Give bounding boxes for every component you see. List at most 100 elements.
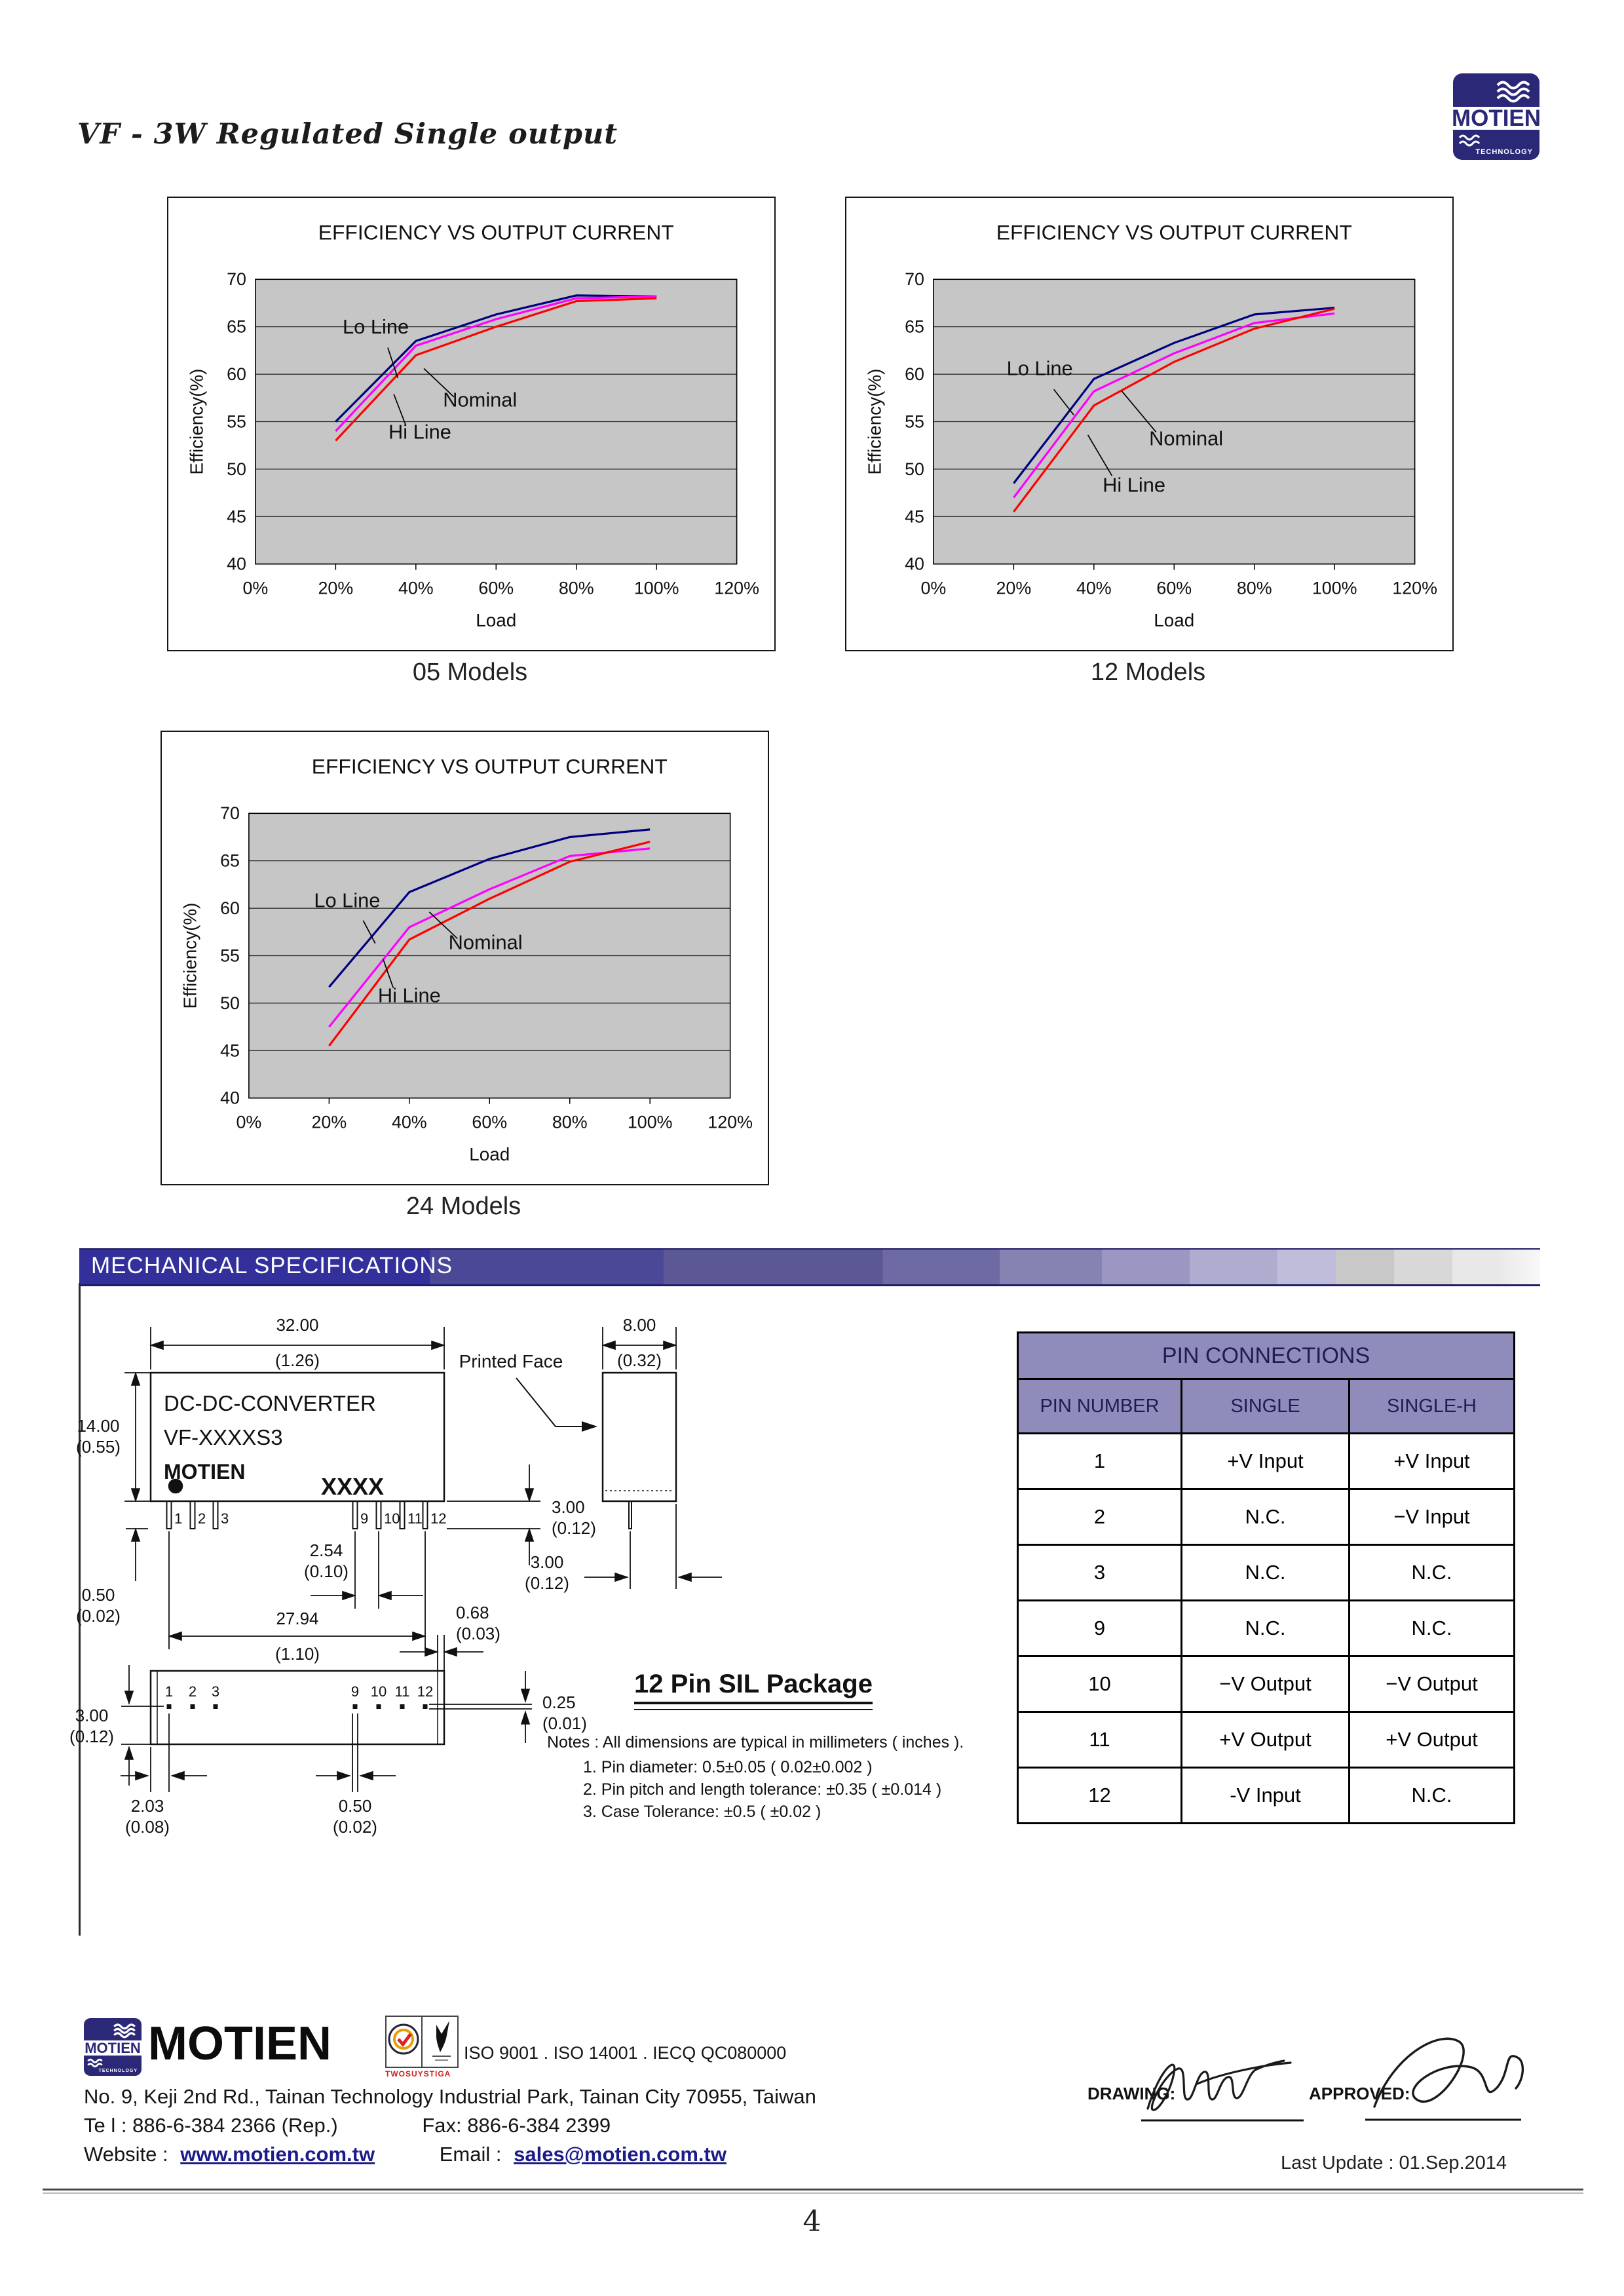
last-update: Last Update : 01.Sep.2014 [1281,2152,1507,2173]
svg-text:65: 65 [905,317,924,337]
svg-text:Lo Line: Lo Line [343,315,409,338]
svg-text:45: 45 [227,507,246,526]
waves-icon [87,2058,103,2068]
cell-single: −V Output [1180,1655,1350,1713]
cell-single-h: −V Output [1348,1655,1515,1713]
email-link[interactable]: sales@motien.com.tw [514,2143,727,2166]
svg-text:(0.12): (0.12) [69,1727,114,1746]
svg-text:(0.03): (0.03) [456,1624,500,1643]
svg-text:(0.08): (0.08) [125,1817,170,1837]
svg-text:40: 40 [905,554,924,574]
cell-single: N.C. [1180,1599,1350,1657]
svg-text:3.00: 3.00 [531,1552,564,1572]
svg-text:60: 60 [905,364,924,384]
svg-text:2. Pin pitch and length toler: 2. Pin pitch and length tolerance: ±0.35… [583,1780,941,1799]
footer-motien-logo: MOTIEN TECHNOLOGY [81,2018,145,2076]
svg-text:EFFICIENCY VS OUTPUT CURRENT: EFFICIENCY VS OUTPUT CURRENT [318,221,674,244]
svg-text:10: 10 [384,1510,400,1527]
svg-text:Nominal: Nominal [1149,427,1223,450]
svg-text:2: 2 [198,1510,206,1527]
website-link[interactable]: www.motien.com.tw [180,2143,375,2166]
svg-text:50: 50 [905,459,924,479]
svg-text:50: 50 [220,993,240,1013]
svg-text:32.00: 32.00 [276,1315,318,1335]
svg-text:27.94: 27.94 [276,1609,318,1628]
svg-text:9: 9 [360,1510,368,1527]
drawing-notes: Notes : All dimensions are typical in mi… [547,1733,964,1821]
bottom-view-pin-labels: 1 2 3 9 10 11 12 [165,1683,433,1700]
svg-text:20%: 20% [312,1112,347,1132]
chart-05-svg: 0% 20% 40% 60% 80% 100% 120% 40 45 50 55 60 65 70 EFFI… [186,221,759,631]
svg-text:0.50: 0.50 [82,1585,115,1605]
svg-text:2.54: 2.54 [310,1540,343,1560]
svg-text:12: 12 [417,1683,433,1700]
dim-300-pinlength: 3.00 (0.12) [447,1464,596,1565]
table-row: 3 N.C. N.C. [1017,1544,1515,1601]
svg-text:(0.12): (0.12) [552,1518,596,1538]
table-row: 2 N.C. −V Input [1017,1488,1515,1546]
svg-text:0%: 0% [921,578,947,598]
svg-text:(0.02): (0.02) [76,1606,121,1626]
cell-single-h: N.C. [1348,1544,1515,1601]
svg-text:60%: 60% [472,1112,507,1132]
svg-text:(0.10): (0.10) [304,1561,349,1581]
svg-text:11: 11 [395,1683,410,1700]
svg-text:Load: Load [476,610,516,630]
tel-fax-line: Te l : 886-6-384 2366 (Rep.) Fax: 886-6-… [84,2114,611,2137]
email-label: Email : [439,2143,502,2166]
svg-text:Printed Face: Printed Face [459,1351,563,1371]
chart-12-caption: 12 Models [1090,659,1206,686]
svg-text:120%: 120% [714,578,759,598]
svg-text:60%: 60% [478,578,514,598]
svg-text:Notes : All dimensions are typ: Notes : All dimensions are typical in mi… [547,1733,964,1751]
svg-text:40: 40 [227,554,246,574]
svg-text:Nominal: Nominal [443,388,517,411]
svg-text:2.03: 2.03 [131,1796,164,1816]
dim-8mm: 8.00 (0.32) [601,1315,677,1370]
svg-text:Lo Line: Lo Line [1007,357,1073,380]
section-left-border [79,1283,81,1936]
dim-050-pin: 0.50 (0.02) [316,1713,396,1837]
certification-badge [385,2016,459,2068]
svg-text:(1.10): (1.10) [275,1644,320,1664]
company-address: No. 9, Keji 2nd Rd., Tainan Technology I… [84,2085,816,2108]
svg-text:40%: 40% [1076,578,1112,598]
table-row: 1 +V Input +V Input [1017,1432,1515,1490]
svg-text:Hi Line: Hi Line [388,421,451,444]
svg-text:3.00: 3.00 [75,1706,109,1725]
chart-12-svg: 0% 20% 40% 60% 80% 100% 120% 40 45 50 55 60 65 70 EFFI… [864,221,1437,631]
waves-icon [1496,81,1530,103]
section-title: MECHANICAL SPECIFICATIONS [91,1253,453,1278]
svg-text:0.68: 0.68 [456,1603,489,1622]
svg-text:VF-XXXXS3: VF-XXXXS3 [164,1425,283,1449]
svg-text:80%: 80% [1237,578,1272,598]
svg-text:2: 2 [189,1683,197,1700]
svg-text:0.50: 0.50 [339,1796,372,1816]
cell-single: +V Input [1180,1432,1350,1490]
svg-text:(0.12): (0.12) [525,1573,569,1593]
svg-text:0.25: 0.25 [542,1693,576,1712]
svg-text:14.00: 14.00 [77,1416,119,1436]
svg-text:3: 3 [212,1683,219,1700]
svg-text:100%: 100% [1312,578,1357,598]
tel-number: Te l : 886-6-384 2366 (Rep.) [84,2114,338,2137]
pin-connections-table: PIN CONNECTIONS PIN NUMBER SINGLE SINGLE… [1017,1331,1515,1824]
chart-05-caption: 05 Models [412,659,528,686]
approved-label: APPROVED: [1309,2084,1410,2103]
table-row: 9 N.C. N.C. [1017,1599,1515,1657]
svg-text:Load: Load [1154,610,1194,630]
svg-text:1: 1 [165,1683,173,1700]
pin-table-header-single-h: SINGLE-H [1348,1378,1515,1434]
waves-icon [113,2023,136,2038]
svg-text:55: 55 [905,411,924,431]
svg-text:Lo Line: Lo Line [314,889,380,912]
page-number: 4 [803,2205,821,2238]
footer-divider [43,2189,1583,2194]
logo-brand-text: MOTIEN [85,2039,141,2056]
svg-text:(0.02): (0.02) [333,1817,377,1837]
svg-text:20%: 20% [318,578,354,598]
cell-single: N.C. [1180,1488,1350,1546]
svg-text:XXXX: XXXX [321,1473,384,1500]
svg-text:70: 70 [220,803,240,823]
